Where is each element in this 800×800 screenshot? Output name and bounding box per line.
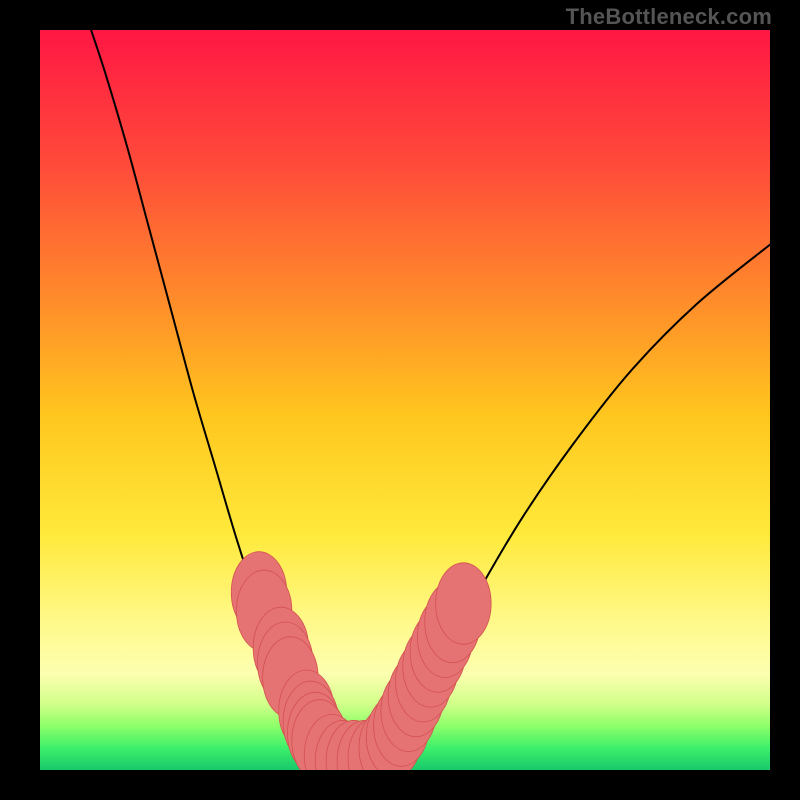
marker-dot [436, 563, 491, 644]
plot-area [40, 30, 770, 770]
watermark-text: TheBottleneck.com [566, 4, 772, 30]
chart-svg [40, 30, 770, 770]
chart-frame: TheBottleneck.com [0, 0, 800, 800]
